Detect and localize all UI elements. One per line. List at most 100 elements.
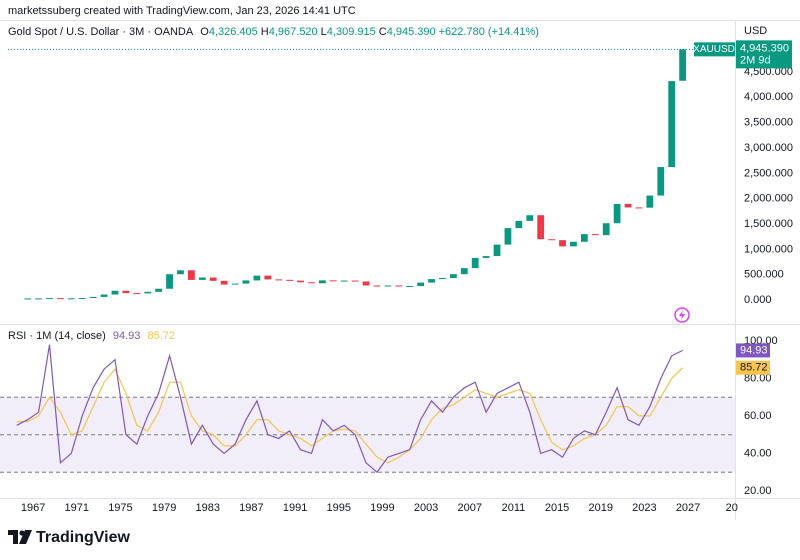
y-tick-label: 60.00 [744, 410, 772, 422]
ohlc-value: 4,945.390 [386, 26, 436, 38]
y-tick-label: 2,500.000 [744, 167, 793, 179]
candle-body [46, 298, 53, 300]
symbol-line: Gold Spot / U.S. Dollar · 3M · OANDA O4,… [8, 26, 543, 38]
ohlc-value: 4,309.915 [326, 26, 376, 38]
candle-body [286, 279, 294, 281]
candle-body [24, 298, 32, 300]
candle-body [602, 223, 610, 236]
alert-icon [674, 307, 690, 323]
candle-body [89, 296, 97, 299]
candle-body [111, 290, 119, 295]
y-tick-label: 1,500.000 [744, 218, 793, 230]
x-tick-label: 1967 [21, 502, 45, 514]
x-tick-label: 1971 [65, 502, 89, 514]
x-tick-label: 2003 [414, 502, 438, 514]
candle-body [624, 203, 632, 208]
brand-logo [8, 530, 32, 544]
ohlc-item: H4,967.520 [261, 26, 318, 38]
rsi-legend: RSI · 1M (14, close) 94.93 85.72 [8, 330, 179, 342]
ohlc-key: C [378, 26, 387, 38]
candle-body [35, 298, 42, 300]
candle-body [559, 240, 566, 247]
rsi-ma-value: 85.72 [147, 330, 175, 342]
candle-body [209, 277, 217, 281]
value-badge-text: 85.72 [740, 362, 768, 374]
candle-body [100, 294, 108, 297]
brand-name: TradingView [36, 529, 131, 546]
candle-body [231, 283, 239, 285]
candle-body [515, 220, 523, 229]
x-tick-label: 2019 [588, 502, 612, 514]
candle-body [439, 277, 446, 280]
candle-body [580, 234, 588, 242]
credit-line: marketssuberg created with TradingView.c… [8, 5, 360, 17]
candle-body [493, 244, 501, 257]
symbol-badge-text: XAUUSD [693, 44, 735, 55]
x-tick-label: 2027 [676, 502, 700, 514]
candle-body [362, 281, 370, 286]
ohlc-key: L [320, 26, 327, 38]
y-tick-label: 40.00 [744, 447, 772, 459]
candle-body [220, 280, 228, 285]
candle-body [482, 256, 490, 258]
y-tick-label: 3,000.000 [744, 142, 793, 154]
x-tick-label: 2015 [545, 502, 569, 514]
credit: marketssuberg created with TradingView.c… [8, 5, 356, 17]
symbol-badge [694, 42, 735, 57]
x-tick-label: 2007 [458, 502, 482, 514]
candle-body [264, 275, 272, 280]
candle-body [548, 239, 555, 241]
ohlc-item: C4,945.390 [379, 26, 436, 38]
ohlc-key: O [200, 26, 209, 38]
candle-body [646, 195, 654, 208]
candle-body [613, 203, 621, 224]
candle-body [318, 280, 326, 284]
rsi-title: RSI · 1M (14, close) [8, 330, 106, 342]
candle-body [133, 293, 141, 295]
ohlc-key: H [260, 26, 269, 38]
candle-body [668, 81, 676, 168]
candle-body [67, 298, 75, 300]
x-tick-label: 2011 [502, 502, 526, 514]
y-tick-label: 500.000 [744, 269, 784, 281]
x-tick-label: 1995 [327, 502, 351, 514]
candle-body [308, 282, 315, 284]
rsi-line [16, 344, 683, 474]
x-tick-label: 1999 [370, 502, 394, 514]
candle-body [188, 270, 195, 280]
ohlc-item: O4,326.405 [200, 26, 258, 38]
candle-body [537, 215, 545, 240]
candle-body [177, 270, 184, 275]
candle-body [78, 298, 86, 300]
candle-body [471, 257, 479, 269]
candle-body [657, 167, 665, 196]
candle-body [449, 274, 457, 278]
candle-body [384, 285, 392, 287]
candle-body [428, 279, 435, 283]
y-tick-label: 3,500.000 [744, 117, 793, 129]
candle-body [417, 282, 425, 287]
y-tick-label: 4,500.000 [744, 66, 793, 78]
candle-body [275, 279, 283, 281]
candle-body [635, 207, 643, 209]
candle-body [395, 285, 403, 287]
ohlc-item: L4,309.915 [321, 26, 376, 38]
candle-body [198, 277, 206, 280]
candle-body [166, 274, 173, 289]
countdown-text: 2M 9d [740, 54, 771, 66]
ohlc-value: 4,326.405 [208, 26, 258, 38]
value-badge [736, 343, 770, 358]
change: +622.780 (+14.41%) [438, 26, 539, 38]
x-tick-label: 20 [726, 502, 738, 514]
symbol: Gold Spot / U.S. Dollar · 3M · OANDA [8, 26, 194, 38]
value-badge [736, 360, 770, 375]
candle-body [340, 280, 348, 282]
candle-body [242, 280, 250, 284]
candle-body [679, 49, 686, 81]
y-tick-label: 0.000 [744, 294, 772, 306]
ohlc-value: 4,967.520 [268, 26, 318, 38]
candle-body [57, 298, 64, 300]
candle-body [297, 280, 304, 283]
